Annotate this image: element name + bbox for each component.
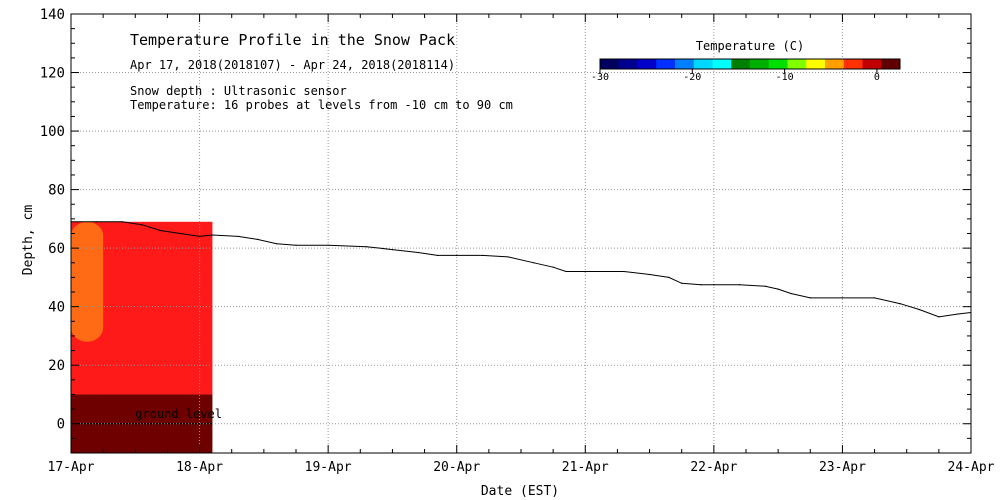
y-tick-label: 0: [57, 417, 65, 433]
y-tick-label: 120: [40, 66, 65, 82]
snow-depth-point: [141, 224, 143, 226]
snow-depth-point: [436, 254, 439, 257]
colorbar-swatch: [750, 59, 770, 69]
x-tick-label: 20-Apr: [433, 460, 480, 475]
heatmap-band-0: [71, 423, 213, 453]
x-tick-label: 19-Apr: [305, 460, 352, 475]
colorbar-tick-label: -10: [776, 72, 794, 83]
colorbar-swatch: [712, 59, 732, 69]
snow-depth-point: [623, 270, 625, 273]
snow-depth-point: [713, 284, 715, 286]
snow-depth-point: [211, 234, 214, 236]
colorbar-swatch: [862, 59, 882, 69]
colorbar-swatch: [600, 59, 620, 69]
snow-depth-point: [957, 313, 959, 315]
chart-title: Temperature Profile in the Snow Pack: [130, 31, 455, 49]
snow-depth-point: [873, 297, 876, 299]
colorbar-swatch: [675, 59, 695, 69]
snow-depth-point: [899, 303, 901, 305]
snow-depth-point: [121, 221, 124, 223]
snow-depth-point: [366, 246, 368, 248]
snow-depth-point: [777, 288, 779, 290]
snow-depth-point: [565, 270, 567, 273]
axis-ticks: 0 20 40 60 80 100 120 140 17-Apr 18-Apr 19-Apr 20-A…: [40, 7, 995, 475]
snow-depth-point: [179, 232, 181, 235]
colorbar-swatch: [618, 59, 638, 69]
x-tick-label: 21-Apr: [562, 460, 609, 475]
colorbar-swatch: [731, 59, 751, 69]
snow-depth-point: [96, 221, 98, 223]
x-tick-label: 23-Apr: [819, 460, 866, 475]
series-layer: [70, 221, 972, 318]
x-axis-label: Date (EST): [481, 484, 559, 499]
note-snow-depth: Snow depth : Ultrasonic sensor: [130, 84, 347, 98]
y-tick-label: 100: [40, 124, 65, 140]
series-line-0: [70, 221, 972, 318]
grid: [71, 14, 971, 453]
ground-level-label: ground level: [135, 407, 222, 421]
snow-depth-point: [648, 273, 651, 276]
x-tick-label: 24-Apr: [948, 460, 995, 475]
snow-depth-line: [71, 221, 972, 318]
snow-depth-point: [809, 297, 811, 299]
colorbar-swatch: [787, 59, 807, 69]
snow-depth-point: [417, 251, 419, 254]
heatmap-band-3: [71, 221, 104, 342]
y-tick-label: 40: [48, 300, 65, 316]
snow-depth-point: [764, 285, 766, 287]
snow-depth-point: [970, 311, 972, 314]
colorbar-tick-label: 0: [874, 72, 880, 83]
snow-depth-point: [533, 262, 535, 264]
snow-depth-point: [681, 282, 683, 284]
snow-depth-point: [790, 292, 792, 295]
temperature-heatmap: ground level: [71, 221, 222, 453]
snow-depth-point: [841, 297, 844, 299]
snow-depth-point: [327, 244, 329, 246]
snow-depth-point: [552, 266, 554, 268]
snow-depth-point: [738, 284, 741, 286]
colorbar-swatch: [825, 59, 845, 69]
colorbar-swatch: [843, 59, 863, 69]
snow-depth-point: [700, 284, 702, 286]
y-axis-label: Depth, cm: [21, 205, 36, 276]
snow-depth-point: [237, 235, 239, 238]
snow-depth-point: [276, 243, 278, 245]
heatmap-band-1: [71, 394, 213, 424]
colorbar-swatch: [768, 59, 788, 69]
snow-depth-point: [918, 308, 921, 311]
snow-depth-point: [198, 235, 201, 238]
snow-depth-point: [391, 248, 394, 251]
x-tick-label: 18-Apr: [176, 460, 223, 475]
colorbar-swatch: [656, 59, 676, 69]
snow-depth-point: [481, 254, 484, 257]
snow-depth-point: [584, 270, 586, 273]
note-temperature: Temperature: 16 probes at levels from -1…: [130, 98, 513, 112]
colorbar: Temperature (C) -30 -20 -10 0: [591, 39, 901, 83]
colorbar-frame: [599, 58, 901, 70]
snow-depth-point: [507, 256, 509, 258]
colorbar-swatch: [693, 59, 713, 69]
x-tick-label: 17-Apr: [48, 460, 95, 475]
snow-depth-point: [295, 244, 297, 246]
colorbar-swatch: [637, 59, 657, 69]
snow-depth-point: [256, 238, 259, 240]
snow-depth-point: [456, 254, 458, 257]
colorbar-swatch: [806, 59, 826, 69]
snow-depth-point: [70, 221, 72, 223]
y-tick-label: 80: [48, 183, 65, 199]
snow-depth-point: [668, 276, 670, 278]
snow-depth-point: [160, 229, 162, 232]
colorbar-title: Temperature (C): [696, 39, 804, 53]
y-tick-label: 60: [48, 241, 65, 257]
y-tick-label: 140: [40, 7, 65, 23]
colorbar-tick-label: -30: [591, 72, 609, 83]
colorbar-tick-label: -20: [683, 72, 701, 83]
colorbar-swatch: [881, 59, 901, 69]
chart-subtitle: Apr 17, 2018(2018107) - Apr 24, 2018(201…: [130, 58, 455, 72]
y-tick-label: 20: [48, 358, 65, 374]
x-tick-label: 22-Apr: [690, 460, 737, 475]
snow-depth-point: [938, 316, 940, 318]
